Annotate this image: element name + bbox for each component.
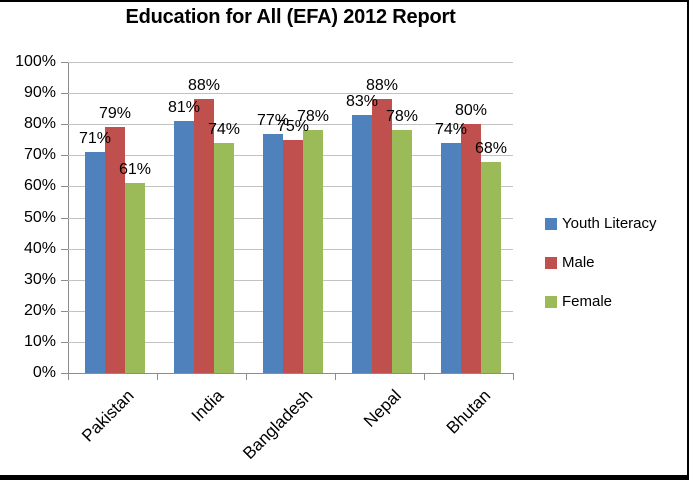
bar-bangladesh-female [303,130,323,373]
x-tick-nepal [335,374,336,380]
category-label-bangladesh: Bangladesh [238,386,316,463]
bar-pakistan-female [125,183,145,373]
y-tick-70% [61,155,68,157]
x-tick-bhutan [424,374,425,380]
y-axis-label-90%: 90% [23,84,56,102]
bar-bhutan-youth-literacy [441,142,461,373]
bar-label-bhutan-youth-literacy: 74% [434,120,468,138]
y-tick-50% [61,217,68,219]
x-tick-end [513,374,514,380]
y-axis-label-30%: 30% [23,270,56,288]
bar-pakistan-male [105,127,125,373]
y-tick-30% [61,279,68,281]
bar-label-nepal-youth-literacy: 83% [345,92,379,110]
bar-label-bhutan-female: 68% [474,139,508,157]
y-tick-60% [61,186,68,188]
bar-bangladesh-male [283,139,303,373]
y-tick-0% [61,373,68,374]
gridline-80% [68,124,513,126]
x-tick-india [157,374,158,380]
y-axis-label-70%: 70% [23,146,56,164]
bar-label-india-male: 88% [187,77,221,95]
y-tick-20% [61,310,68,312]
bar-label-bangladesh-female: 78% [296,108,330,126]
frame-bottom-border [0,475,689,480]
bar-bhutan-male [461,124,481,373]
category-label-india: India [187,386,227,426]
category-label-pakistan: Pakistan [78,386,138,446]
category-label-bhutan: Bhutan [442,386,494,438]
legend-label-youth-literacy: Youth Literacy [562,215,657,232]
bar-label-bhutan-male: 80% [454,102,488,120]
bar-pakistan-youth-literacy [85,152,105,373]
y-axis-label-10%: 10% [23,332,56,350]
y-tick-40% [61,248,68,250]
legend-item-youth-literacy: Youth Literacy [545,215,657,232]
y-axis-label-100%: 100% [15,53,56,70]
bar-label-pakistan-male: 79% [98,105,132,123]
legend-label-male: Male [562,254,595,271]
frame-top-border [0,0,689,2]
x-tick-pakistan [68,374,69,380]
y-axis-label-60%: 60% [23,177,56,195]
legend-item-male: Male [545,254,657,271]
bar-label-nepal-female: 78% [385,108,419,126]
y-axis-label-0%: 0% [32,364,56,381]
category-label-nepal: Nepal [360,386,405,431]
legend-swatch-youth-literacy-icon [545,217,557,230]
bar-label-pakistan-youth-literacy: 71% [78,130,112,148]
bar-label-pakistan-female: 61% [118,161,152,179]
legend-swatch-male-icon [545,256,557,269]
plot-area: 71% 79% 61% 81% 88% 74% 77% 75% 78% 83% 88% 78% 74% 8… [68,62,513,373]
y-tick-90% [61,93,68,95]
x-axis-line [68,373,514,374]
bar-nepal-youth-literacy [352,114,372,373]
chart-legend: Youth Literacy Male Female [545,215,657,332]
y-axis-label-40%: 40% [23,239,56,257]
legend-label-female: Female [562,293,613,310]
bar-label-india-youth-literacy: 81% [167,99,201,117]
y-axis-label-50%: 50% [23,208,56,226]
y-axis-label-20%: 20% [23,301,56,319]
bar-india-youth-literacy [174,121,194,373]
bar-label-bangladesh-youth-literacy: 77% [256,111,290,129]
gridline-90% [68,93,513,95]
bar-label-india-female: 74% [207,120,241,138]
bar-india-male [194,99,214,373]
chart-title: Education for All (EFA) 2012 Report [125,6,456,28]
bar-nepal-male [372,99,392,373]
bar-label-bangladesh-male: 75% [276,117,310,135]
y-tick-80% [61,124,68,126]
frame-right-border [687,0,689,480]
y-tick-100% [61,62,68,63]
bar-bangladesh-youth-literacy [263,133,283,373]
bar-label-nepal-male: 88% [365,77,399,95]
legend-item-female: Female [545,293,657,310]
bar-bhutan-female [481,161,501,373]
y-axis-label-80%: 80% [23,115,56,133]
bar-india-female [214,142,234,373]
y-tick-10% [61,341,68,343]
x-tick-bangladesh [246,374,247,380]
gridline-100% [68,62,513,63]
legend-swatch-female-icon [545,295,557,308]
bar-nepal-female [392,130,412,373]
